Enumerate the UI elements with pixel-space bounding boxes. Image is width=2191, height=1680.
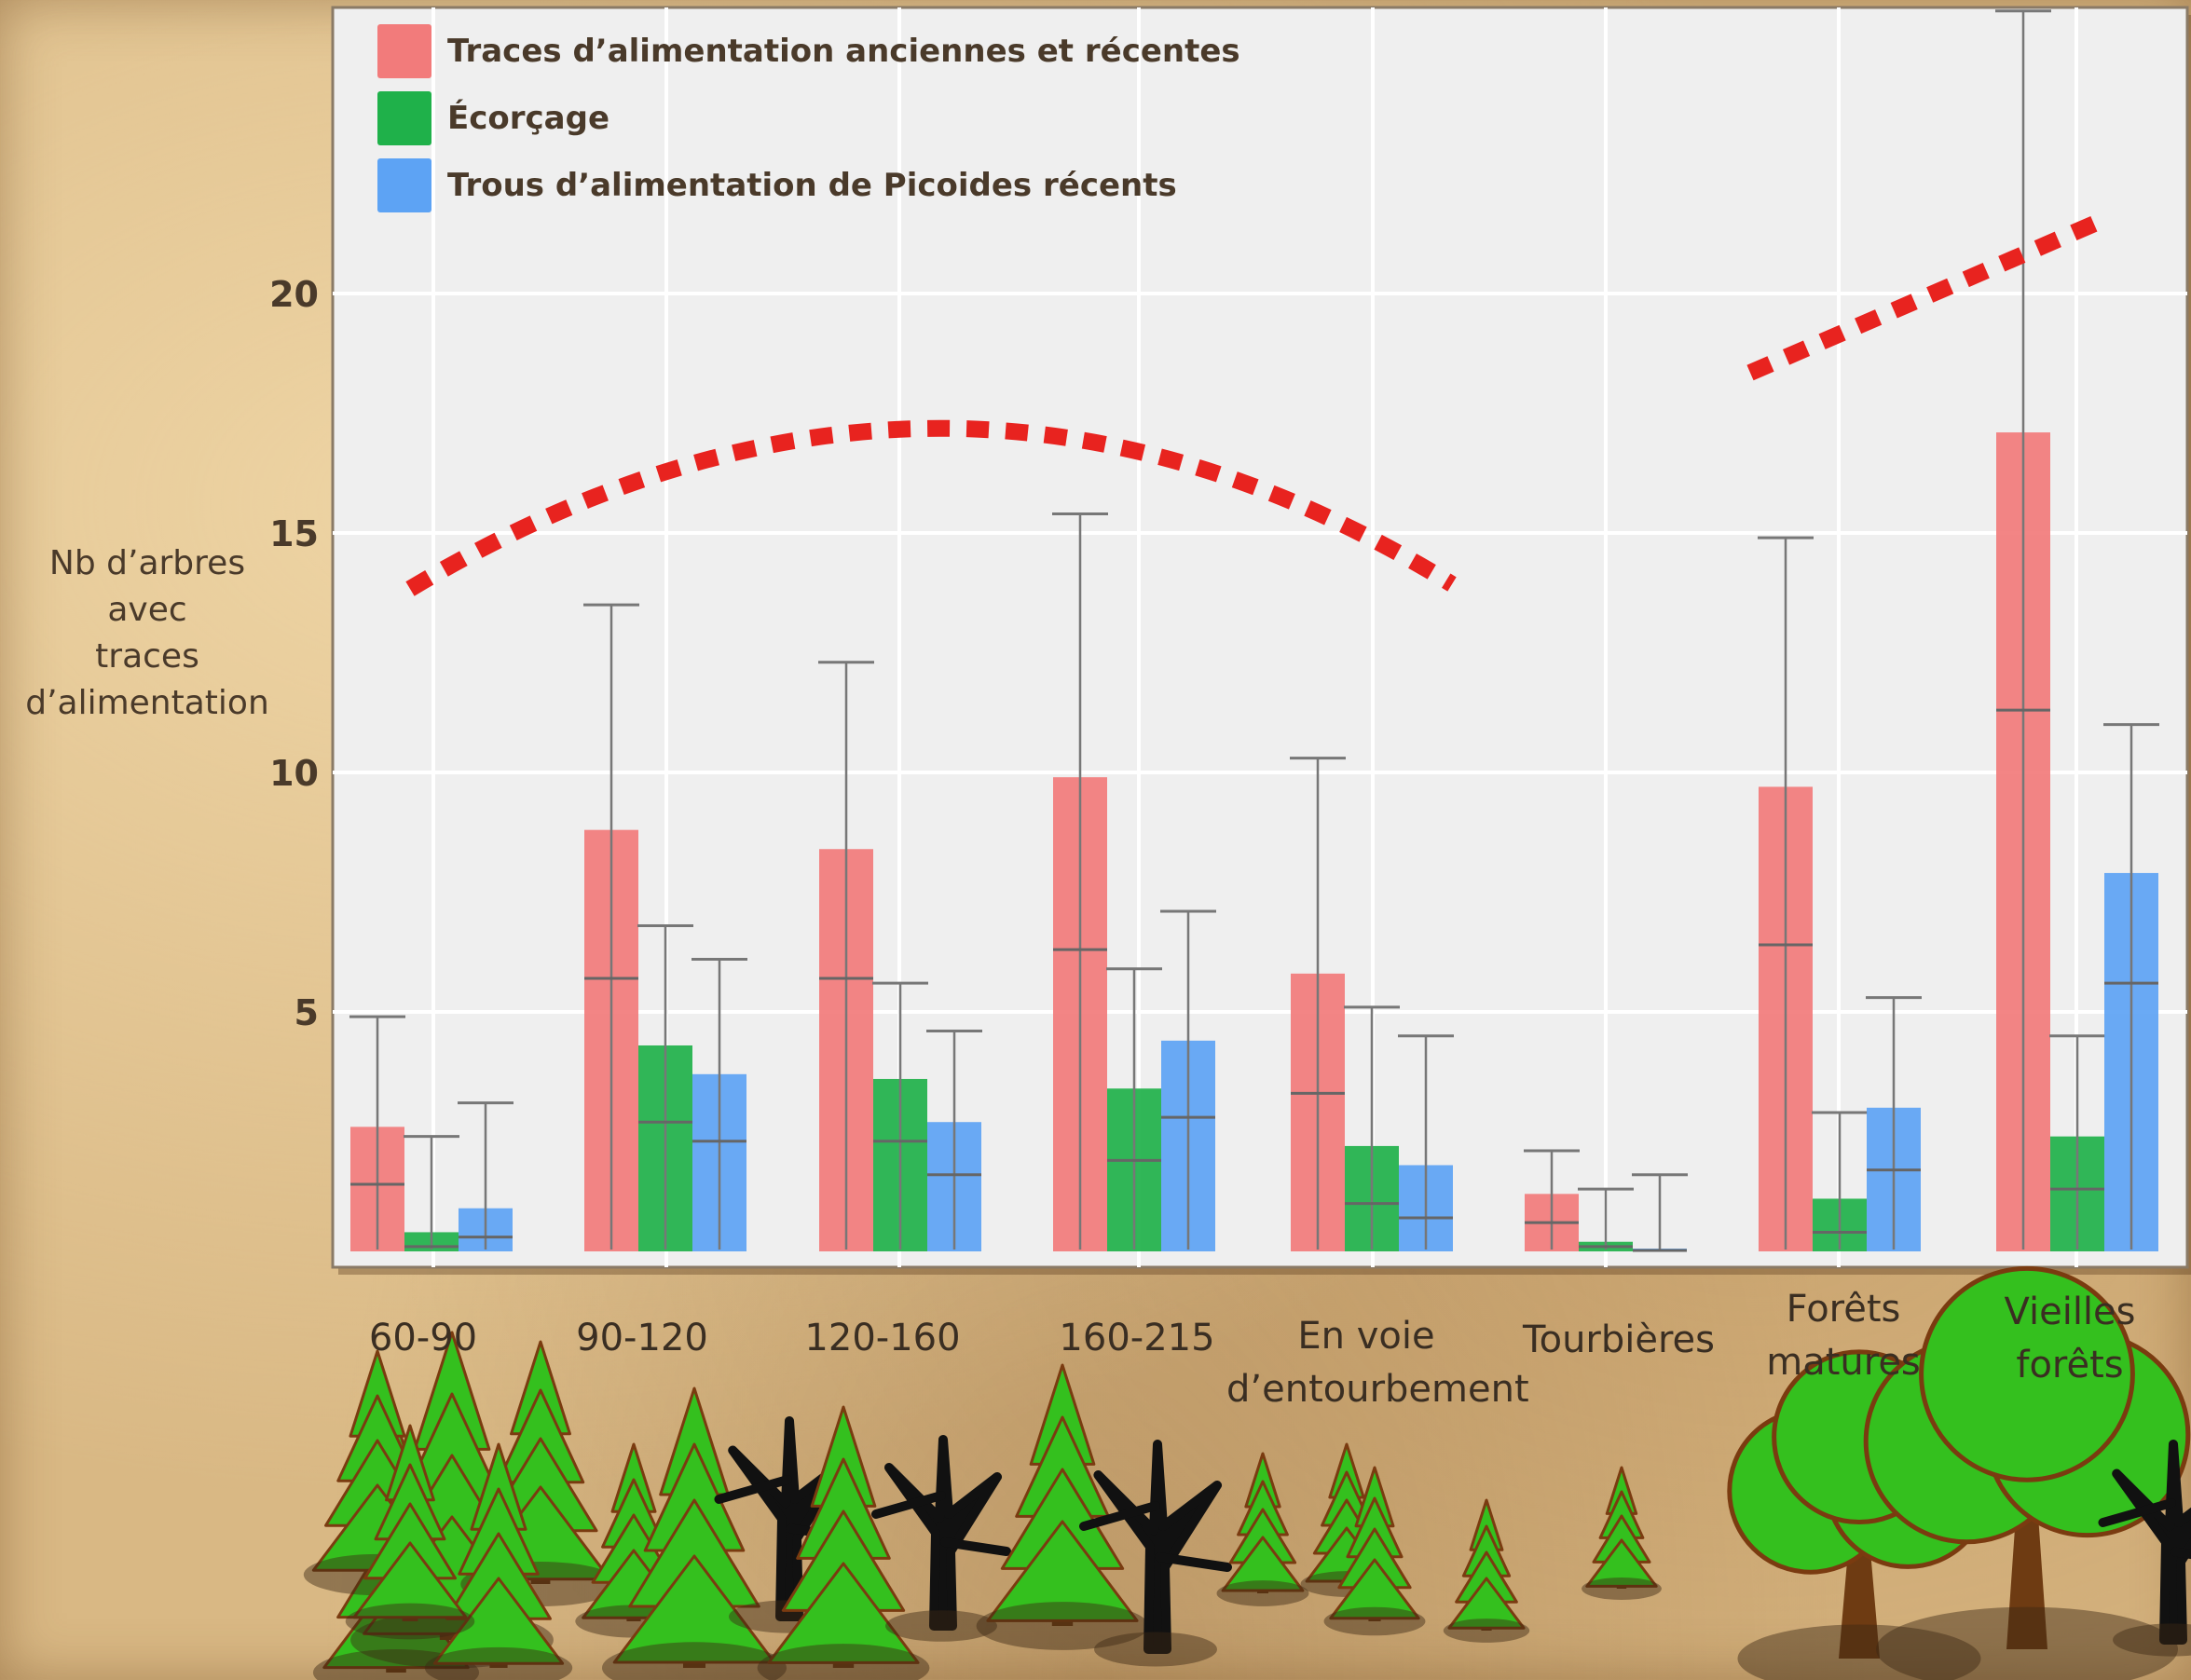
category-label-tourbieres: Tourbières bbox=[1479, 1314, 1759, 1367]
legend-label: Traces d’alimentation anciennes et récen… bbox=[447, 33, 1240, 70]
dead-tree-branches bbox=[1079, 1501, 1232, 1572]
trend-line-arc bbox=[405, 419, 1457, 596]
y-axis-label-line: Nb d’arbres avec bbox=[48, 544, 246, 629]
tree-illustrations bbox=[303, 1265, 2191, 1680]
category-label-en-voie: En voie d’entourbement bbox=[1226, 1310, 1529, 1416]
dead-tree-icon bbox=[871, 1435, 1011, 1631]
conifer-tree-icon bbox=[1221, 1452, 1305, 1593]
tree-trunk bbox=[1800, 1496, 1919, 1659]
tree-foliage bbox=[432, 1577, 565, 1665]
tree-foliage bbox=[1585, 1538, 1658, 1588]
dead-tree-icon bbox=[1079, 1440, 1232, 1654]
tree-shadow bbox=[1323, 1606, 1426, 1636]
category-label-120-160: 120-160 bbox=[743, 1312, 1022, 1365]
tree-trunk bbox=[1952, 1448, 2102, 1649]
category-label-line: Vieilles bbox=[2004, 1291, 2136, 1333]
tree-shadow bbox=[602, 1642, 787, 1680]
dead-tree-icon bbox=[2098, 1440, 2191, 1645]
tree-foliage bbox=[352, 1541, 468, 1619]
category-label-line: matures bbox=[1766, 1341, 1921, 1384]
legend-swatch bbox=[377, 24, 431, 78]
category-label-line: 90-120 bbox=[576, 1317, 708, 1359]
legend-swatch bbox=[377, 91, 431, 145]
y-tick-label: 10 bbox=[269, 753, 319, 794]
tree-shadow bbox=[1094, 1632, 1217, 1667]
tree-shadow bbox=[757, 1644, 930, 1680]
category-label-forets-matures: Forêts matures bbox=[1704, 1283, 1983, 1389]
conifer-tree-icon bbox=[1447, 1498, 1526, 1631]
category-label-vieilles-forets: Vieilles forêts bbox=[1930, 1286, 2191, 1392]
category-label-60-90: 60-90 bbox=[283, 1312, 563, 1365]
category-label-line: d’entourbement bbox=[1226, 1368, 1529, 1411]
conifer-tree-icon bbox=[767, 1405, 920, 1668]
tree-shadow bbox=[345, 1603, 475, 1640]
tree-crown bbox=[1919, 1265, 2135, 1482]
y-tick-label: 15 bbox=[269, 513, 319, 554]
tree-foliage bbox=[1329, 1558, 1420, 1620]
tree-foliage bbox=[1447, 1577, 1526, 1630]
category-label-90-120: 90-120 bbox=[502, 1312, 782, 1365]
category-label-line: Forêts bbox=[1786, 1288, 1901, 1331]
tree-foliage bbox=[986, 1520, 1139, 1622]
bars bbox=[349, 9, 2159, 1252]
y-axis-label-line: traces bbox=[95, 637, 199, 676]
category-label-line: En voie bbox=[1297, 1315, 1435, 1358]
y-axis-label: Nb d’arbres avec traces d’alimentation bbox=[7, 540, 287, 727]
legend-label: Trous d’alimentation de Picoides récents bbox=[447, 167, 1177, 204]
category-label-line: 120-160 bbox=[804, 1317, 961, 1359]
tree-shadow bbox=[1216, 1580, 1309, 1606]
conifer-tree-icon bbox=[432, 1442, 565, 1668]
tree-foliage bbox=[767, 1562, 920, 1664]
dead-tree-branches bbox=[2098, 1498, 2191, 1560]
tree-foliage bbox=[612, 1554, 776, 1664]
conifer-tree-icon bbox=[986, 1363, 1139, 1626]
tree-shadow bbox=[1876, 1606, 2178, 1680]
legend: Traces d’alimentation anciennes et récen… bbox=[377, 24, 1240, 212]
conifer-tree-icon bbox=[1329, 1466, 1420, 1621]
tree-shadow bbox=[312, 1649, 480, 1680]
conifer-tree-icon bbox=[612, 1386, 776, 1668]
legend-swatch bbox=[377, 158, 431, 212]
dead-tree-shape bbox=[884, 1435, 1002, 1631]
y-tick-label: 20 bbox=[269, 274, 319, 315]
category-label-line: 160-215 bbox=[1059, 1317, 1215, 1359]
category-label-line: Tourbières bbox=[1522, 1318, 1716, 1361]
dead-tree-branches bbox=[871, 1491, 1011, 1556]
trend-line-rising bbox=[1746, 213, 2102, 381]
broadleaf-tree-icon bbox=[1863, 1265, 2191, 1649]
conifer-tree-icon bbox=[1585, 1466, 1658, 1589]
tree-shadow bbox=[2113, 1623, 2191, 1657]
category-label-line: 60-90 bbox=[368, 1317, 478, 1359]
legend-label: Écorçage bbox=[447, 99, 609, 137]
tree-shadow bbox=[1737, 1624, 1981, 1680]
tree-foliage bbox=[1221, 1536, 1305, 1592]
y-tick-label: 5 bbox=[294, 992, 319, 1033]
tree-shadow bbox=[885, 1610, 997, 1642]
tree-shadow bbox=[1582, 1577, 1662, 1601]
tree-shadow bbox=[976, 1602, 1149, 1650]
category-label-160-215: 160-215 bbox=[997, 1312, 1277, 1365]
category-label-line: forêts bbox=[2016, 1344, 2124, 1386]
y-axis-label-line: d’alimentation bbox=[25, 684, 269, 722]
conifer-tree-icon bbox=[352, 1424, 468, 1621]
tree-shadow bbox=[1443, 1619, 1530, 1643]
tree-shadow bbox=[424, 1646, 573, 1680]
